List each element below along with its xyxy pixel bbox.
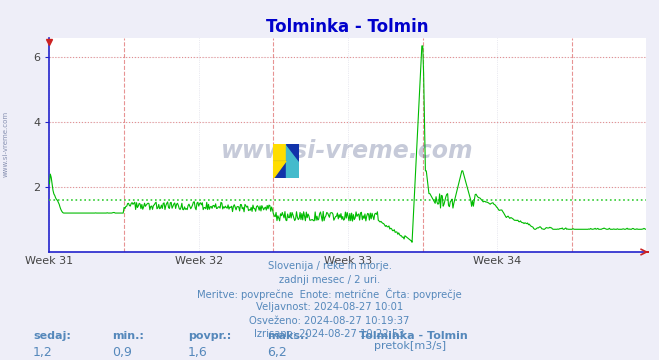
Bar [286,161,299,178]
Text: sedaj:: sedaj: [33,331,71,341]
Text: pretok[m3/s]: pretok[m3/s] [374,341,446,351]
Text: www.si-vreme.com: www.si-vreme.com [2,111,9,177]
Text: www.si-vreme.com: www.si-vreme.com [221,139,474,163]
Bar [273,144,286,161]
Text: Veljavnost: 2024-08-27 10:01: Veljavnost: 2024-08-27 10:01 [256,302,403,312]
Text: zadnji mesec / 2 uri.: zadnji mesec / 2 uri. [279,275,380,285]
Polygon shape [273,161,286,178]
Text: 6,2: 6,2 [267,346,287,359]
Polygon shape [286,144,299,161]
Text: 1,2: 1,2 [33,346,53,359]
Text: 0,9: 0,9 [112,346,132,359]
Text: povpr.:: povpr.: [188,331,231,341]
Text: min.:: min.: [112,331,144,341]
Title: Tolminka - Tolmin: Tolminka - Tolmin [266,18,429,36]
Text: Meritve: povprečne  Enote: metrične  Črta: povprečje: Meritve: povprečne Enote: metrične Črta:… [197,288,462,300]
Text: maks.:: maks.: [267,331,308,341]
Text: Tolminka - Tolmin: Tolminka - Tolmin [359,331,468,341]
Text: Izrisano: 2024-08-27 10:22:53: Izrisano: 2024-08-27 10:22:53 [254,329,405,339]
Text: 1,6: 1,6 [188,346,208,359]
Bar [286,144,299,161]
Text: Osveženo: 2024-08-27 10:19:37: Osveženo: 2024-08-27 10:19:37 [249,316,410,326]
Bar [273,161,286,178]
Text: Slovenija / reke in morje.: Slovenija / reke in morje. [268,261,391,271]
